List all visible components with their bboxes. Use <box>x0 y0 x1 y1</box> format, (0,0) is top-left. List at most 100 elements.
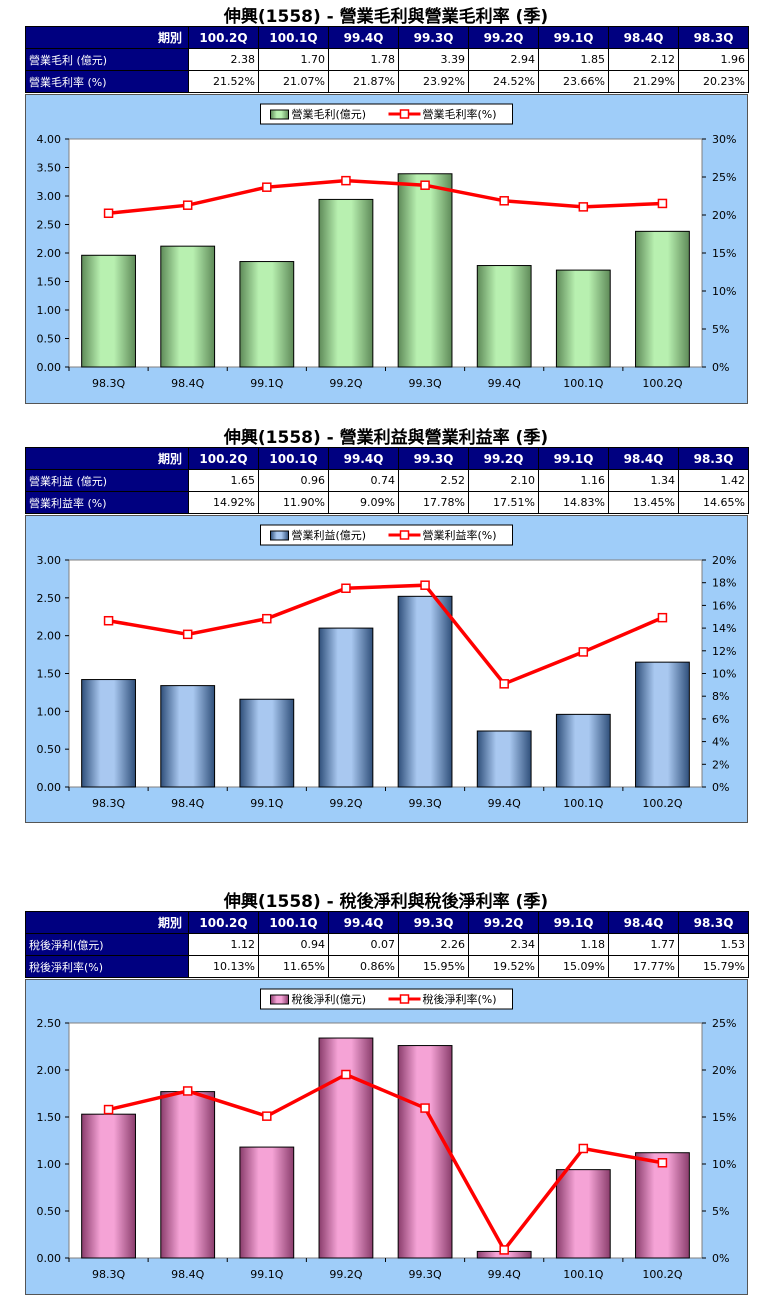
period-header: 100.2Q <box>188 447 259 470</box>
x-tick-label: 99.2Q <box>329 1268 362 1281</box>
legend-label-line: 營業毛利率(%) <box>423 107 497 121</box>
legend-label-bar: 營業利益(億元) <box>292 528 367 542</box>
line-point <box>182 629 193 640</box>
y-left-tick-label: 0.50 <box>37 1205 62 1218</box>
x-tick-label: 99.4Q <box>488 1268 521 1281</box>
y-left-tick-label: 1.50 <box>37 276 62 289</box>
x-tick-label: 100.2Q <box>642 1268 682 1281</box>
table-corner-label: 期別 <box>25 911 189 934</box>
table-cell: 0.74 <box>328 469 399 492</box>
y-left-tick-label: 2.50 <box>37 592 62 605</box>
y-right-tick-label: 18% <box>712 577 736 590</box>
x-tick-label: 98.3Q <box>92 1268 125 1281</box>
x-tick-label: 99.1Q <box>250 1268 283 1281</box>
period-header: 100.2Q <box>188 911 259 934</box>
bar <box>160 685 216 788</box>
y-right-tick-label: 15% <box>712 247 736 260</box>
y-left-tick-label: 2.00 <box>37 630 62 643</box>
line-point <box>420 580 430 590</box>
period-header: 98.4Q <box>608 26 679 49</box>
table-cell: 1.70 <box>258 48 329 71</box>
table-row: 營業毛利率 (%) 21.52% 21.07% 21.87% 23.92% 24.52% 2… <box>25 70 749 93</box>
y-right-tick-label: 5% <box>712 1205 729 1218</box>
line-point <box>103 208 114 219</box>
bar <box>239 261 295 368</box>
y-right-tick-label: 20% <box>712 209 736 222</box>
bar <box>81 254 136 368</box>
y-right-tick-label: 30% <box>712 133 736 146</box>
y-right-tick-label: 10% <box>712 285 736 298</box>
table-cell: 2.12 <box>608 48 679 71</box>
table-cell: 23.92% <box>398 70 469 93</box>
bar <box>397 1045 453 1259</box>
row-label: 稅後淨利率(%) <box>25 955 189 978</box>
y-left-tick-label: 2.50 <box>37 1017 62 1030</box>
x-tick-label: 100.1Q <box>563 1268 603 1281</box>
line-point <box>341 583 351 594</box>
period-header: 99.1Q <box>538 447 609 470</box>
y-right-tick-label: 0% <box>712 361 729 374</box>
line-point <box>182 1086 193 1096</box>
y-left-tick-label: 2.00 <box>37 1064 62 1077</box>
table-cell: 14.65% <box>678 491 749 514</box>
y-left-tick-label: 3.50 <box>37 162 62 175</box>
chart-title-gross-profit: 伸興(1558) - 營業毛利與營業毛利率 (季) <box>223 7 549 27</box>
y-left-tick-label: 3.00 <box>37 554 62 567</box>
x-tick-label: 100.2Q <box>642 797 682 810</box>
chart-title-net-income: 伸興(1558) - 稅後淨利與稅後淨利率 (季) <box>223 892 549 912</box>
net-income-chart-svg: 0.00 0.50 1.00 1.50 2.00 2.50 0% 5% 10% 15% 20% 25%… <box>37 988 736 1281</box>
bar <box>635 1152 690 1259</box>
legend-line-marker <box>399 109 410 119</box>
line-point <box>420 1103 430 1113</box>
line-point <box>341 1069 351 1080</box>
bar <box>318 627 374 788</box>
table-cell: 24.52% <box>468 70 539 93</box>
bar <box>239 1146 295 1259</box>
gross-profit-chart: 0.00 0.50 1.00 1.50 2.00 2.50 3.00 3.50 4.00 0% 5%… <box>25 94 748 404</box>
table-cell: 1.18 <box>538 933 609 956</box>
legend-box <box>260 524 513 546</box>
table-row: 營業利益 (億元) 1.65 0.96 0.74 2.52 2.10 1.16 1.34 1.4… <box>25 469 749 492</box>
bar <box>397 173 453 368</box>
y-right-tick-label: 15% <box>712 1111 736 1124</box>
line-point <box>657 612 668 623</box>
x-tick-label: 99.4Q <box>488 797 521 810</box>
legend-bar-swatch <box>270 530 289 541</box>
x-tick-label: 98.4Q <box>171 1268 204 1281</box>
table-cell: 1.16 <box>538 469 609 492</box>
chart-title-operating-income: 伸興(1558) - 營業利益與營業利益率 (季) <box>223 428 549 448</box>
x-tick-label: 98.3Q <box>92 377 125 390</box>
period-header: 100.1Q <box>258 447 329 470</box>
period-header: 99.3Q <box>398 447 469 470</box>
legend-bar-swatch <box>270 109 289 120</box>
x-tick-label: 99.3Q <box>408 797 441 810</box>
y-left-tick-label: 2.50 <box>37 219 62 232</box>
period-header: 98.3Q <box>678 26 749 49</box>
period-header: 99.1Q <box>538 26 609 49</box>
bar <box>555 269 611 368</box>
x-tick-label: 99.2Q <box>329 377 362 390</box>
line-point <box>262 613 272 624</box>
legend-label-line: 稅後淨利率(%) <box>423 992 497 1006</box>
bar <box>81 679 136 788</box>
table-cell: 3.39 <box>398 48 469 71</box>
x-tick-label: 99.4Q <box>488 377 521 390</box>
x-tick-label: 100.2Q <box>642 377 682 390</box>
x-tick-label: 99.3Q <box>408 1268 441 1281</box>
table-cell: 0.96 <box>258 469 329 492</box>
period-header: 100.1Q <box>258 26 329 49</box>
table-cell: 21.29% <box>608 70 679 93</box>
table-row: 營業毛利 (億元) 2.38 1.70 1.78 3.39 2.94 1.85 2.12 1.9… <box>25 48 749 71</box>
table-cell: 17.77% <box>608 955 679 978</box>
period-header: 98.4Q <box>608 911 679 934</box>
table-row: 營業利益率 (%) 14.92% 11.90% 9.09% 17.78% 17.51% 14… <box>25 491 749 514</box>
x-tick-label: 98.3Q <box>92 797 125 810</box>
line-point <box>657 1158 668 1168</box>
bar <box>555 713 611 788</box>
table-cell: 20.23% <box>678 70 749 93</box>
line-point <box>578 647 589 657</box>
series-line <box>108 583 664 686</box>
y-right-tick-label: 25% <box>712 171 736 184</box>
x-tick-label: 98.4Q <box>171 377 204 390</box>
x-tick-label: 100.1Q <box>563 377 603 390</box>
